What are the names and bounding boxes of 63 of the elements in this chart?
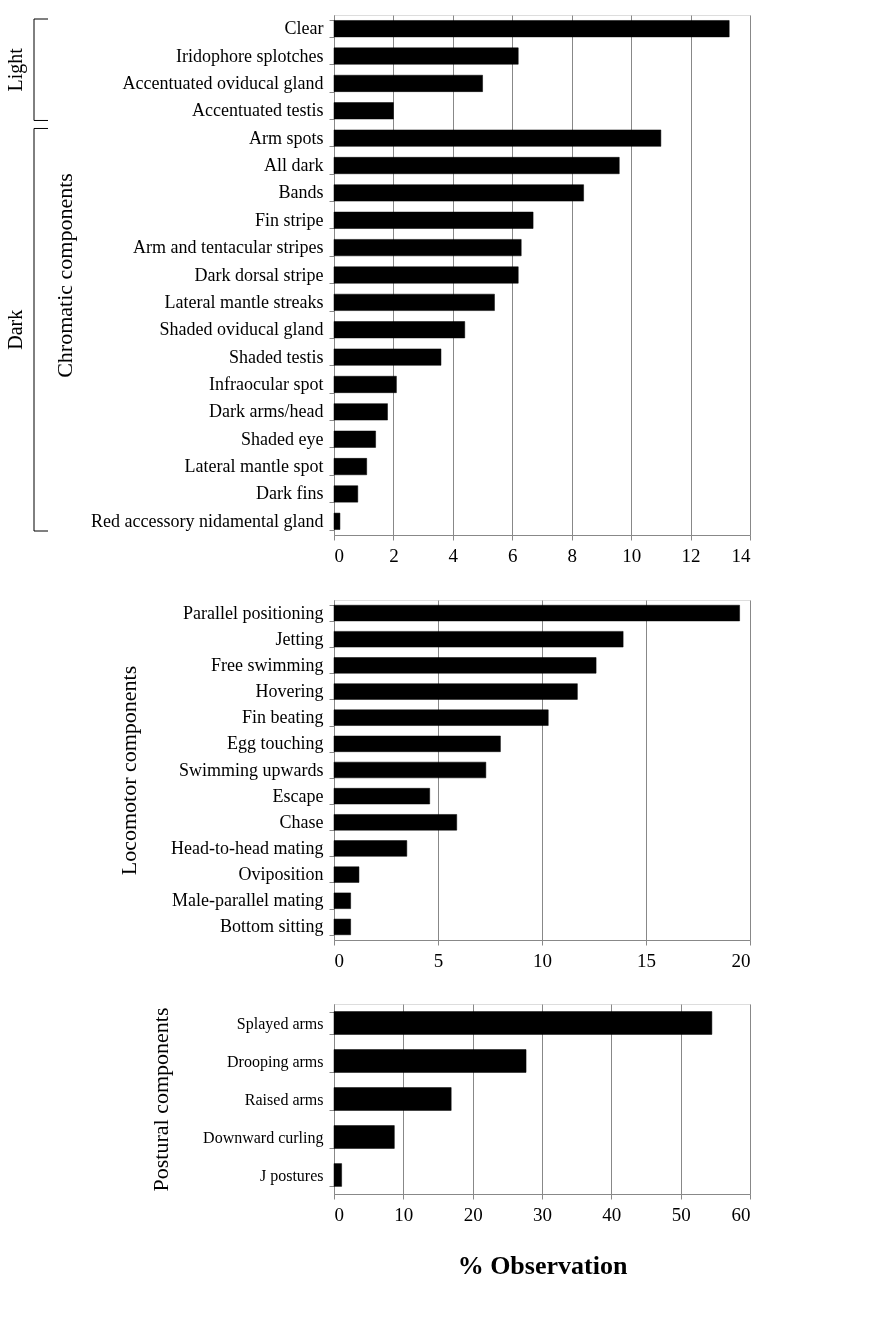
y-tick-label: Iridophore splotches: [176, 45, 324, 66]
x-tick-label: 60: [731, 1203, 751, 1225]
y-axis-title: Postural components: [148, 1007, 174, 1192]
x-tick-label: 14: [731, 544, 751, 566]
y-tick-label: Dark arms/head: [209, 401, 324, 422]
y-tick-label: Hovering: [255, 681, 324, 702]
x-tick-label: 4: [448, 544, 459, 566]
x-tick-label: 20: [731, 949, 751, 971]
x-tick-label: 0: [334, 1203, 344, 1225]
y-tick-label: Bottom sitting: [219, 916, 324, 937]
y-tick-label: All dark: [264, 155, 324, 176]
x-tick-label: 2: [389, 544, 399, 566]
y-tick-label: Arm spots: [248, 127, 324, 148]
y-tick-label: Downward curling: [203, 1128, 324, 1147]
y-tick-label: Parallel positioning: [183, 602, 324, 623]
y-tick-label: Jetting: [275, 628, 324, 649]
x-tick-label: 0: [334, 544, 344, 566]
y-tick-label: Lateral mantle streaks: [164, 291, 324, 312]
y-tick-label: Accentuated testis: [192, 100, 324, 121]
x-tick-label: 5: [433, 949, 444, 971]
y-tick-label: Red accessory nidamental gland: [91, 510, 324, 531]
y-tick-label: Shaded eye: [241, 428, 324, 449]
y-tick-label: Raised arms: [244, 1090, 324, 1108]
y-tick-label: Escape: [272, 785, 324, 806]
y-tick-label: Shaded oviducal gland: [159, 319, 324, 340]
x-axis-title: % Observation: [457, 1250, 628, 1280]
y-tick-label: Egg touching: [227, 733, 324, 754]
y-tick-label: Infraocular spot: [209, 373, 324, 394]
x-tick-label: 20: [463, 1203, 483, 1225]
y-tick-label: Dark fins: [256, 483, 324, 504]
y-tick-label: Dark dorsal stripe: [194, 264, 324, 285]
y-tick-label: Drooping arms: [227, 1052, 324, 1071]
x-tick-label: 40: [602, 1203, 622, 1225]
y-tick-label: Chase: [279, 811, 324, 832]
y-tick-label: Free swimming: [211, 654, 324, 675]
y-tick-label: Male-parallel mating: [172, 890, 324, 911]
x-tick-label: 0: [334, 949, 344, 971]
x-tick-label: 10: [394, 1203, 414, 1225]
text: Dark: [4, 309, 26, 350]
x-tick-label: 10: [533, 949, 552, 971]
x-tick-label: 6: [508, 544, 518, 566]
y-tick-label: Fin stripe: [254, 209, 324, 230]
y-tick-label: Swimming upwards: [178, 759, 324, 780]
x-tick-label: 10: [622, 544, 642, 566]
y-tick-label: Lateral mantle spot: [184, 456, 324, 477]
x-tick-label: 50: [671, 1203, 691, 1225]
y-tick-label: Shaded testis: [229, 346, 324, 367]
y-tick-label: Clear: [284, 18, 324, 39]
text: Light: [4, 47, 27, 92]
x-tick-label: 8: [567, 544, 577, 566]
y-tick-label: Accentuated oviducal gland: [122, 72, 324, 93]
y-tick-label: Oviposition: [238, 864, 324, 885]
y-tick-label: Fin beating: [242, 707, 324, 728]
y-tick-label: J postures: [259, 1166, 324, 1185]
y-axis-title: Chromatic components: [51, 173, 77, 378]
y-tick-label: Head-to-head mating: [171, 837, 324, 858]
y-tick-label: Arm and tentacular stripes: [133, 237, 324, 258]
x-tick-label: 15: [637, 949, 656, 971]
x-tick-label: 12: [681, 544, 701, 566]
y-axis-title: Locomotor components: [116, 665, 142, 876]
x-tick-label: 30: [533, 1203, 552, 1225]
y-tick-label: Bands: [278, 182, 324, 203]
y-tick-label: Splayed arms: [236, 1014, 324, 1033]
